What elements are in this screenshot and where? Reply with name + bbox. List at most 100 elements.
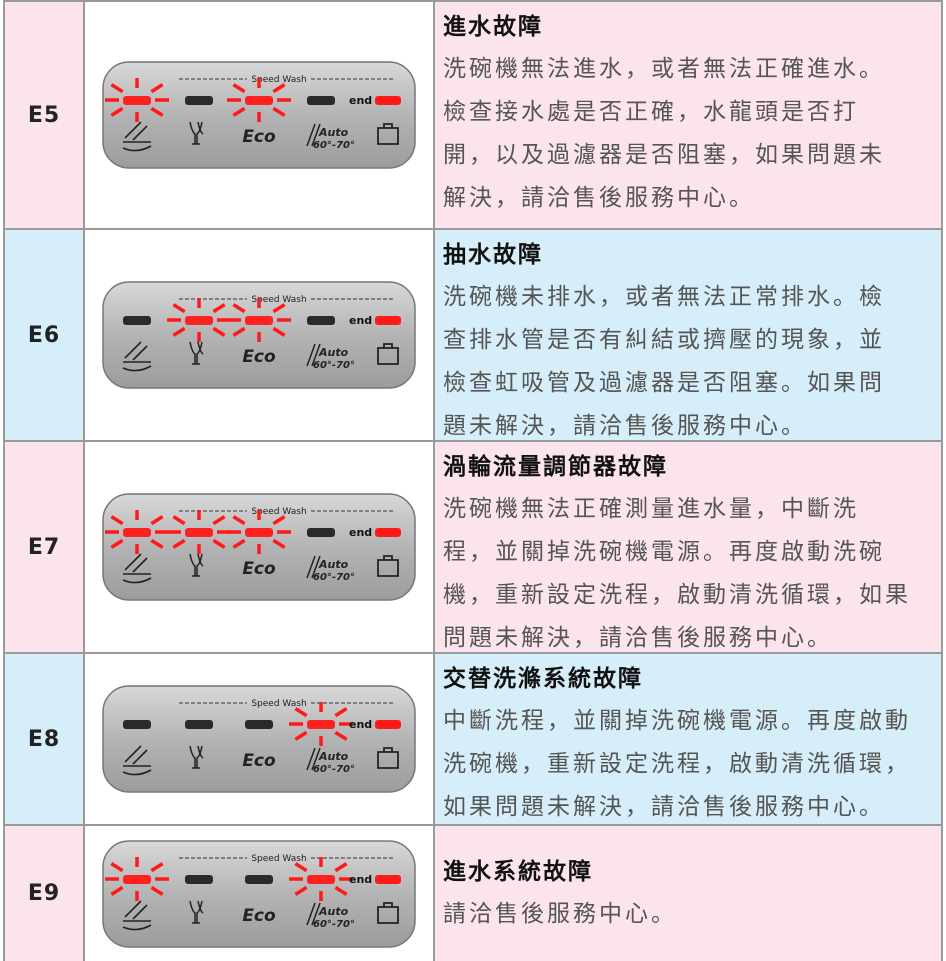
icon-auto <box>306 747 321 771</box>
description-line: 問題未解決，請洽售後服務中心。 <box>443 625 833 651</box>
speed-wash-label: Speed Wash <box>251 75 306 85</box>
led <box>245 316 273 325</box>
led-ray <box>334 707 348 718</box>
led <box>307 528 335 537</box>
led-ray <box>212 538 226 549</box>
end-label: end <box>349 314 372 327</box>
table-row: E6 Speed Wash end Eco Auto 60°-70° 抽水故障洗碗機未排水，… <box>5 228 941 440</box>
icon-pot <box>377 901 399 924</box>
description-line: 檢查虹吸管及過濾器是否阻塞。如果問 <box>443 370 885 396</box>
end-label: end <box>349 873 372 886</box>
led <box>307 96 335 105</box>
led-ray <box>110 515 124 526</box>
led <box>245 874 273 884</box>
description-line: 題未解決，請洽售後服務中心。 <box>443 413 807 439</box>
led-ray <box>150 83 164 94</box>
eco-label: Eco <box>242 347 276 367</box>
panel-cell: Speed Wash end Eco Auto 60°-70° <box>85 654 435 824</box>
led-ray <box>150 861 164 872</box>
led-end <box>375 316 401 325</box>
table-row: E8 Speed Wash end Eco Auto 60°-70° 交替洗滌系統故障 中斷洗… <box>5 652 941 824</box>
error-code: E6 <box>5 230 85 440</box>
description-line: 機，重新設定洗程，啟動清洗循環，如果 <box>443 582 911 608</box>
led <box>123 528 151 537</box>
icon-auto <box>306 902 321 925</box>
icon-glass <box>189 553 204 577</box>
auto-label: Auto <box>318 346 349 359</box>
fault-title: 交替洗滌系統故障 <box>443 666 643 692</box>
led-ray <box>232 106 246 117</box>
fault-title: 渦輪流量調節器故障 <box>443 454 668 480</box>
speed-wash-label: Speed Wash <box>251 699 306 709</box>
led <box>185 874 213 884</box>
panel-cell: Speed Wash end Eco Auto 60°-70° <box>85 826 435 961</box>
led-ray <box>334 730 348 741</box>
icon-pans <box>122 553 152 584</box>
led-ray <box>334 861 348 872</box>
led-ray <box>110 83 124 94</box>
table-row: E9 Speed Wash end Eco Auto 60°-70° 進水系統故障 請洽售後服… <box>5 824 941 961</box>
led <box>307 316 335 325</box>
panel-cell: Speed Wash end Eco Auto 60°-70° <box>85 442 435 652</box>
led <box>307 874 335 884</box>
led-ray <box>172 326 186 337</box>
led-ray <box>110 861 124 872</box>
led <box>123 720 151 729</box>
icon-glass <box>189 341 204 365</box>
panel-cell: Speed Wash end Eco Auto 60°-70° <box>85 230 435 440</box>
description-cell: 進水系統故障 請洽售後服務中心。 <box>435 826 941 961</box>
led-ray <box>294 861 308 872</box>
fault-title: 進水故障 <box>443 14 543 40</box>
led-ray <box>172 303 186 314</box>
led <box>123 874 151 884</box>
auto-label: Auto <box>318 126 349 139</box>
temp-label: 60°-70° <box>313 360 355 371</box>
speed-wash-label: Speed Wash <box>251 507 306 517</box>
eco-label: Eco <box>242 127 276 147</box>
panel-body <box>102 839 416 948</box>
led-ray <box>150 106 164 117</box>
led-ray <box>150 515 164 526</box>
led-ray <box>272 515 286 526</box>
error-code: E8 <box>5 654 85 824</box>
error-code: E9 <box>5 826 85 961</box>
speed-wash-label: Speed Wash <box>251 295 306 305</box>
auto-label: Auto <box>318 905 349 918</box>
led-end <box>375 720 401 729</box>
icon-auto <box>306 343 321 367</box>
description-cell: 渦輪流量調節器故障洗碗機無法正確測量進水量，中斷洗 程，並關掉洗碗機電源。再度啟動… <box>435 442 941 652</box>
led <box>185 528 213 537</box>
led-end <box>375 96 401 105</box>
icon-pot <box>377 123 399 145</box>
icon-auto <box>306 123 321 147</box>
description-line: 洗碗機未排水，或者無法正常排水。檢 <box>443 284 885 310</box>
eco-label: Eco <box>242 751 276 771</box>
led-ray <box>272 303 286 314</box>
led-end <box>375 874 401 884</box>
end-label: end <box>349 526 372 539</box>
led-end <box>375 528 401 537</box>
fault-table: E5 Speed Wash end Eco Auto 60°-70° 進水故障 洗碗機無法進水… <box>3 0 943 961</box>
fault-title: 抽水故障 <box>443 242 543 268</box>
led-ray <box>212 303 226 314</box>
fault-title: 進水系統故障 <box>443 859 593 885</box>
led-ray <box>150 538 164 549</box>
description-line: 查排水管是否有糾結或擠壓的現象，並 <box>443 327 885 353</box>
led-ray <box>294 707 308 718</box>
led-ray <box>232 538 246 549</box>
led-ray <box>272 106 286 117</box>
auto-label: Auto <box>318 750 349 763</box>
description-line: 洗碗機無法正確測量進水量，中斷洗 <box>443 496 859 522</box>
description-line: 開，以及過濾器是否阻塞，如果問題未 <box>443 142 885 168</box>
description-line: 程，並關掉洗碗機電源。再度啟動洗碗 <box>443 539 885 565</box>
temp-label: 60°-70° <box>313 919 355 930</box>
description-cell: 進水故障 洗碗機無法進水，或者無法正確進水。 檢查接水處是否正確，水龍頭是否打 開，以… <box>435 2 941 228</box>
icon-pot <box>377 555 399 577</box>
led-ray <box>232 303 246 314</box>
temp-label: 60°-70° <box>313 140 355 151</box>
led-ray <box>272 326 286 337</box>
end-label: end <box>349 94 372 107</box>
